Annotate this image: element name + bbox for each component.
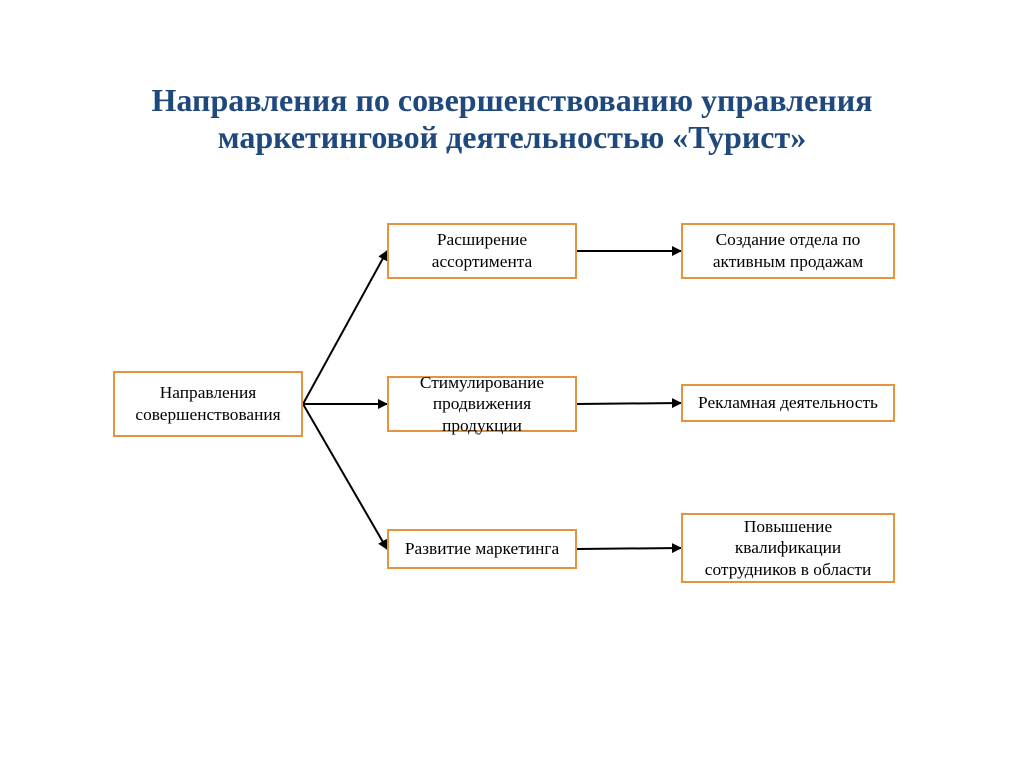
edge-root-to-m1 <box>303 251 387 404</box>
node-root: Направления совершенствования <box>113 371 303 437</box>
node-m1: Расширение ассортимента <box>387 223 577 279</box>
edge-root-to-m3 <box>303 404 387 549</box>
node-m2: Стимулирование продвижения продукции <box>387 376 577 432</box>
slide: Направления по совершенствованию управле… <box>0 0 1024 767</box>
node-m3: Развитие маркетинга <box>387 529 577 569</box>
diagram-area: Направления совершенствования Расширение … <box>97 193 925 623</box>
node-r3: Повышение квалификации сотрудников в обл… <box>681 513 895 583</box>
edge-m3-to-r3 <box>577 548 681 549</box>
edge-m2-to-r2 <box>577 403 681 404</box>
node-r2: Рекламная деятельность <box>681 384 895 422</box>
node-r1: Создание отдела по активным продажам <box>681 223 895 279</box>
slide-title-line2: маркетинговой деятельностью «Турист» <box>0 119 1024 156</box>
slide-title-line1: Направления по совершенствованию управле… <box>0 82 1024 119</box>
slide-title: Направления по совершенствованию управле… <box>0 82 1024 156</box>
